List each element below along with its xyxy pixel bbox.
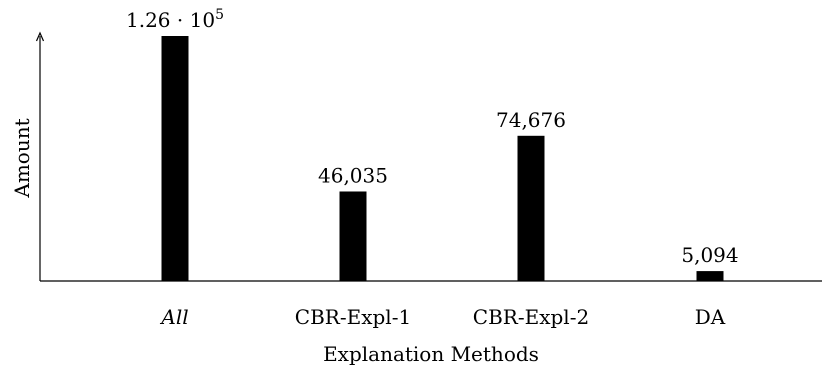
bar-all <box>161 36 189 281</box>
bars-group <box>161 36 724 281</box>
x-tick-label-cbr-expl-2: CBR-Expl-2 <box>473 305 589 329</box>
x-axis-label: Explanation Methods <box>323 342 539 366</box>
x-tick-label-da: DA <box>695 305 726 329</box>
y-axis-arrowhead <box>35 31 45 42</box>
bar-cbr-expl-1 <box>339 191 367 281</box>
bar-da <box>696 271 724 281</box>
data-label-all: 1.26 · 105 <box>126 7 224 32</box>
y-axis-label: Amount <box>10 118 34 198</box>
x-tick-label-all: All <box>159 305 188 329</box>
x-tick-label-cbr-expl-1: CBR-Expl-1 <box>295 305 411 329</box>
data-label-da: 5,094 <box>681 243 738 267</box>
data-labels-group: 1.26 · 105 46,035 74,676 5,094 <box>126 7 739 267</box>
bar-cbr-expl-2 <box>517 135 545 281</box>
data-label-cbr-expl-1: 46,035 <box>318 163 388 187</box>
data-label-cbr-expl-2: 74,676 <box>496 108 566 132</box>
data-label-exponent: 5 <box>215 7 224 23</box>
x-tick-labels-group: All CBR-Expl-1 CBR-Expl-2 DA <box>159 305 725 329</box>
